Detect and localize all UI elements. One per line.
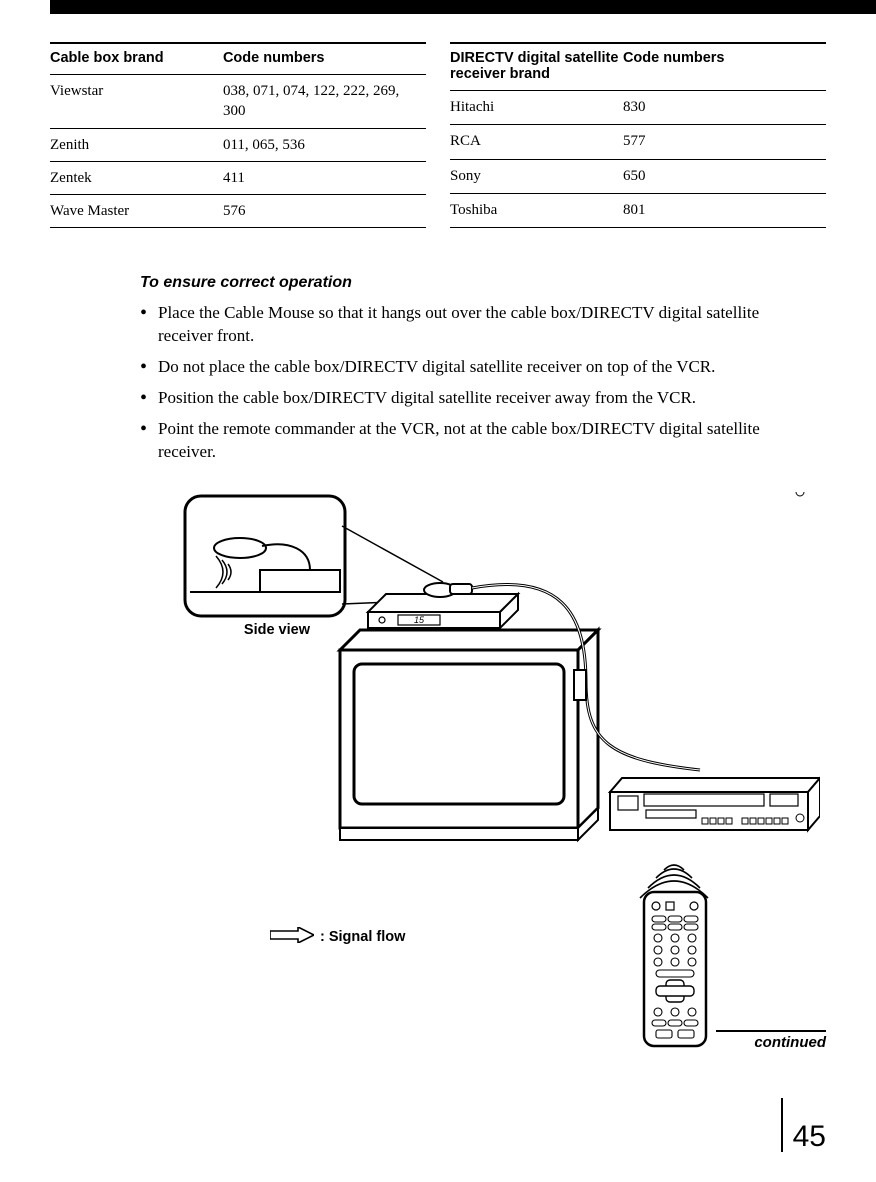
- directv-codes-table: DIRECTV digital satellite receiver brand…: [450, 42, 826, 228]
- cable-box-display: 15: [414, 615, 425, 625]
- signal-flow-arrow-icon: [270, 927, 314, 947]
- setup-diagram: 15: [140, 492, 816, 1052]
- signal-flow-text: : Signal flow: [320, 929, 405, 945]
- brand-cell: Viewstar: [50, 75, 223, 129]
- cable-box-codes-table: Cable box brand Code numbers Viewstar 03…: [50, 42, 426, 228]
- brand-cell: Hitachi: [450, 91, 623, 125]
- table-row: RCA 577: [450, 125, 826, 159]
- signal-flow-legend: : Signal flow: [270, 927, 405, 947]
- page-content: Cable box brand Code numbers Viewstar 03…: [50, 42, 826, 1052]
- codes-cell: 577: [623, 125, 826, 159]
- table-row: Zenith 011, 065, 536: [50, 128, 426, 161]
- codes-cell: 576: [223, 195, 426, 228]
- table-row: Zentek 411: [50, 161, 426, 194]
- header-bar: [50, 0, 876, 14]
- codes-cell: 801: [623, 193, 826, 227]
- table-header-brand: Cable box brand: [50, 43, 223, 75]
- table-header-brand: DIRECTV digital satellite receiver brand: [450, 43, 623, 91]
- code-tables-row: Cable box brand Code numbers Viewstar 03…: [50, 42, 826, 228]
- table-row: Sony 650: [450, 159, 826, 193]
- codes-cell: 011, 065, 536: [223, 128, 426, 161]
- codes-cell: 411: [223, 161, 426, 194]
- list-item: Position the cable box/DIRECTV digital s…: [140, 387, 816, 410]
- diagram-svg: 15: [140, 492, 820, 1052]
- brand-cell: Zentek: [50, 161, 223, 194]
- brand-cell: Sony: [450, 159, 623, 193]
- list-item: Do not place the cable box/DIRECTV digit…: [140, 356, 816, 379]
- continued-label: continued: [716, 1030, 826, 1051]
- brand-cell: Wave Master: [50, 195, 223, 228]
- codes-cell: 830: [623, 91, 826, 125]
- section-heading: To ensure correct operation: [140, 274, 816, 292]
- codes-cell: 038, 071, 074, 122, 222, 269, 300: [223, 75, 426, 129]
- brand-cell: RCA: [450, 125, 623, 159]
- brand-cell: Toshiba: [450, 193, 623, 227]
- page-number: 45: [781, 1098, 826, 1152]
- list-item: Place the Cable Mouse so that it hangs o…: [140, 302, 816, 348]
- table-row: Toshiba 801: [450, 193, 826, 227]
- table-row: Viewstar 038, 071, 074, 122, 222, 269, 3…: [50, 75, 426, 129]
- side-view-label: Side view: [210, 622, 310, 638]
- bullet-list: Place the Cable Mouse so that it hangs o…: [140, 302, 816, 464]
- table-row: Wave Master 576: [50, 195, 426, 228]
- codes-cell: 650: [623, 159, 826, 193]
- list-item: Point the remote commander at the VCR, n…: [140, 418, 816, 464]
- table-header-codes: Code numbers: [223, 43, 426, 75]
- operation-section: To ensure correct operation Place the Ca…: [50, 274, 826, 1052]
- table-header-codes: Code numbers: [623, 43, 826, 91]
- brand-cell: Zenith: [50, 128, 223, 161]
- table-row: Hitachi 830: [450, 91, 826, 125]
